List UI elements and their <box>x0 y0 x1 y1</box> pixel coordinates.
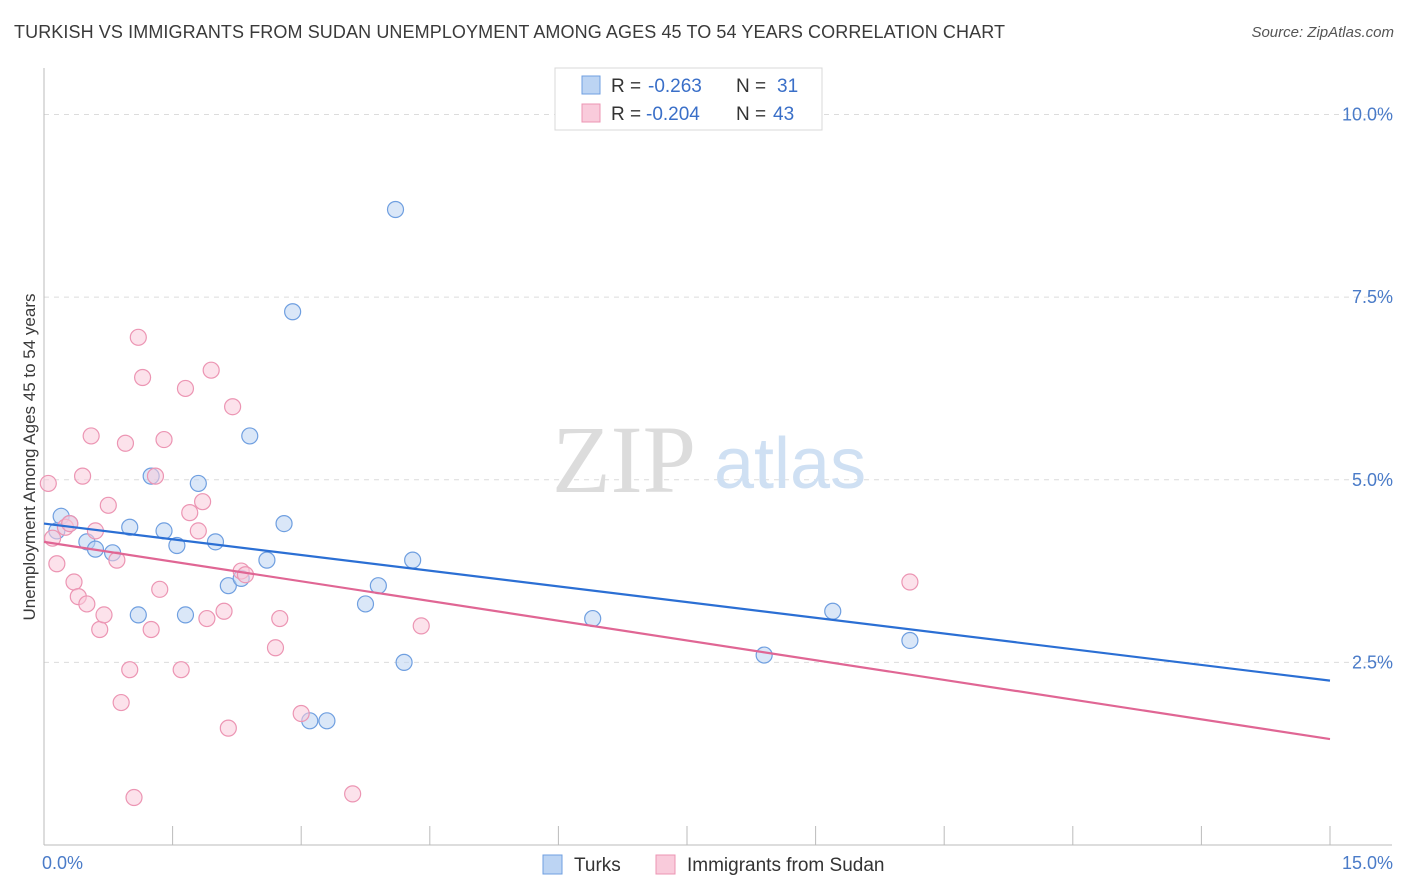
source-label: Source: ZipAtlas.com <box>1251 24 1394 41</box>
turks-point <box>219 577 237 595</box>
turks-point <box>168 536 186 555</box>
sudan-point <box>292 704 310 723</box>
sudan-point <box>125 788 143 807</box>
series-legend-swatch-turks <box>542 854 563 875</box>
sudan-point <box>412 617 430 635</box>
sudan-point <box>176 379 195 398</box>
turks-point <box>386 200 405 219</box>
sudan-point <box>39 474 57 493</box>
y-tick-label-2: 7.5% <box>1352 287 1393 307</box>
legend-n-value-2: 43 <box>773 104 794 125</box>
turks-point <box>318 712 336 730</box>
turks-point <box>824 602 842 620</box>
sudan-point <box>99 496 117 514</box>
y-tick-labels: 2.5% 5.0% 7.5% 10.0% <box>1342 105 1393 673</box>
turks-point <box>356 595 375 613</box>
legend-r-label-2: R = <box>611 104 641 125</box>
series-legend: Turks Immigrants from Sudan <box>542 854 884 876</box>
y-tick-label-1: 5.0% <box>1352 470 1393 490</box>
sudan-point <box>189 522 207 540</box>
x-tick-label-0: 0.0% <box>42 853 83 873</box>
sudan-point <box>271 609 289 628</box>
legend-swatch-turks <box>581 75 601 95</box>
turks-point <box>241 427 259 445</box>
sudan-point <box>266 639 285 657</box>
sudan-point <box>146 467 165 485</box>
data-points <box>39 200 919 807</box>
legend-n-label-1: N = <box>736 76 766 97</box>
y-tick-label-3: 10.0% <box>1342 105 1393 125</box>
sudan-point <box>116 434 135 452</box>
trend-lines <box>43 522 1331 741</box>
legend-r-value-1: -0.263 <box>648 76 702 97</box>
legend-n-label-2: N = <box>736 104 766 125</box>
correlation-legend: R = -0.263 N = 31 R = -0.204 N = 43 <box>554 67 823 131</box>
sudan-point <box>112 693 130 712</box>
sudan-point <box>61 514 79 533</box>
sudan-point <box>194 493 212 511</box>
turks-point <box>258 551 276 569</box>
turks-point <box>189 474 207 493</box>
turks-trend-line <box>43 522 1331 682</box>
sudan-point <box>198 609 216 628</box>
x-tick-labels: 0.0% 15.0% <box>42 853 1393 873</box>
sudan-point <box>344 785 362 803</box>
sudan-point <box>91 620 109 639</box>
sudan-point <box>133 368 152 387</box>
y-tick-label-0: 2.5% <box>1352 652 1393 672</box>
sudan-point <box>95 606 113 624</box>
sudan-point <box>202 361 220 379</box>
turks-point <box>901 631 919 650</box>
watermark-atlas: atlas <box>714 424 866 504</box>
sudan-point <box>82 427 100 445</box>
sudan-point <box>48 555 66 573</box>
sudan-trend-line <box>43 540 1331 741</box>
legend-n-value-1: 31 <box>777 76 798 97</box>
sudan-point <box>901 573 919 591</box>
series-legend-sudan: Immigrants from Sudan <box>687 855 884 876</box>
chart-title: TURKISH VS IMMIGRANTS FROM SUDAN UNEMPLO… <box>14 22 1006 42</box>
turks-point <box>275 514 293 533</box>
turks-point <box>404 551 422 569</box>
turks-point <box>395 653 413 671</box>
turks-point <box>176 606 195 624</box>
sudan-point <box>73 467 92 485</box>
sudan-point <box>215 602 233 620</box>
sudan-point <box>121 661 139 679</box>
sudan-point <box>172 661 190 679</box>
legend-r-value-2: -0.204 <box>646 104 700 125</box>
turks-point <box>129 606 147 624</box>
series-legend-turks: Turks <box>574 855 621 876</box>
watermark: ZIP atlas <box>552 406 866 513</box>
sudan-point <box>78 595 96 613</box>
gridlines <box>44 114 1392 663</box>
sudan-point <box>236 566 255 584</box>
sudan-point <box>151 580 169 598</box>
watermark-zip: ZIP <box>552 406 696 513</box>
sudan-point <box>224 398 242 416</box>
axes <box>43 68 1392 846</box>
sudan-point <box>181 504 199 522</box>
sudan-point <box>142 620 160 639</box>
turks-point <box>755 646 773 664</box>
sudan-point <box>65 573 83 591</box>
turks-point <box>284 303 302 321</box>
legend-swatch-sudan <box>581 103 601 123</box>
sudan-point <box>155 430 173 449</box>
series-legend-swatch-sudan <box>655 854 676 875</box>
x-tick-label-1: 15.0% <box>1342 853 1393 873</box>
legend-r-label-1: R = <box>611 76 641 97</box>
turks-point <box>121 518 139 536</box>
sudan-point <box>219 719 237 737</box>
y-axis-label: Unemployment Among Ages 45 to 54 years <box>20 294 39 621</box>
sudan-point <box>129 328 147 346</box>
turks-point <box>206 533 225 551</box>
